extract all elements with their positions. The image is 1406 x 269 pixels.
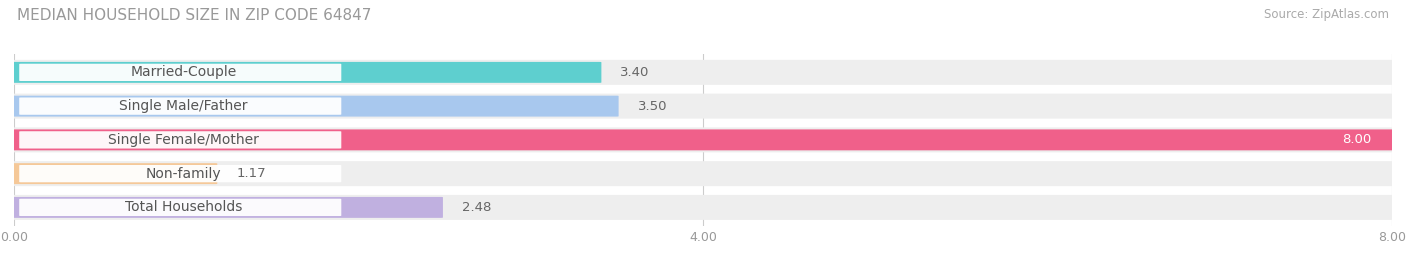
FancyBboxPatch shape <box>20 97 342 115</box>
FancyBboxPatch shape <box>14 195 1392 220</box>
Text: 3.50: 3.50 <box>637 100 666 113</box>
Text: Single Female/Mother: Single Female/Mother <box>108 133 259 147</box>
FancyBboxPatch shape <box>13 163 218 184</box>
FancyBboxPatch shape <box>14 94 1392 119</box>
FancyBboxPatch shape <box>13 96 619 116</box>
Text: 2.48: 2.48 <box>463 201 491 214</box>
FancyBboxPatch shape <box>14 161 1392 186</box>
FancyBboxPatch shape <box>14 128 1392 152</box>
Text: 3.40: 3.40 <box>620 66 650 79</box>
FancyBboxPatch shape <box>13 62 602 83</box>
Text: MEDIAN HOUSEHOLD SIZE IN ZIP CODE 64847: MEDIAN HOUSEHOLD SIZE IN ZIP CODE 64847 <box>17 8 371 23</box>
Text: Source: ZipAtlas.com: Source: ZipAtlas.com <box>1264 8 1389 21</box>
FancyBboxPatch shape <box>20 131 342 148</box>
Text: 1.17: 1.17 <box>236 167 266 180</box>
Text: Total Households: Total Households <box>125 200 242 214</box>
FancyBboxPatch shape <box>20 64 342 81</box>
FancyBboxPatch shape <box>13 129 1393 150</box>
FancyBboxPatch shape <box>20 199 342 216</box>
Text: 8.00: 8.00 <box>1341 133 1371 146</box>
FancyBboxPatch shape <box>13 197 443 218</box>
Text: Married-Couple: Married-Couple <box>131 65 236 79</box>
FancyBboxPatch shape <box>14 60 1392 85</box>
Text: Single Male/Father: Single Male/Father <box>120 99 247 113</box>
FancyBboxPatch shape <box>20 165 342 182</box>
Text: Non-family: Non-family <box>146 167 222 181</box>
